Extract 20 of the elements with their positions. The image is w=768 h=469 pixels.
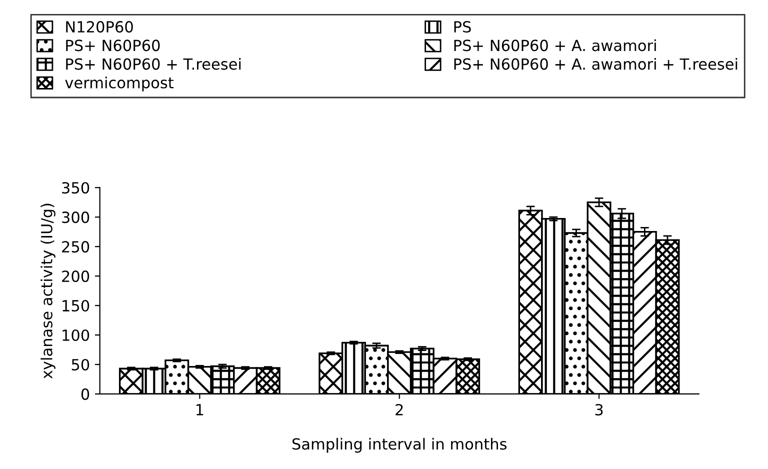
y-tick-label: 350 xyxy=(62,182,90,194)
legend-label: PS+ N60P60 + A. awamori xyxy=(454,39,656,52)
x-tick-label: 3 xyxy=(595,404,603,416)
x-tick-label: 2 xyxy=(396,404,403,416)
legend-label: PS+ N60P60 + T.reesei xyxy=(66,58,241,70)
y-tick-label: 100 xyxy=(62,329,90,342)
y-tick-label: 0 xyxy=(81,388,90,400)
y-tick-label: 250 xyxy=(62,241,90,253)
y-tick-label: 200 xyxy=(62,270,90,282)
legend-label: vermicompost xyxy=(65,76,174,92)
x-tick-label: 1 xyxy=(196,404,204,416)
legend-label: PS+ N60P60 xyxy=(66,40,160,52)
legend-label: PS xyxy=(454,21,471,33)
legend-label: N120P60 xyxy=(66,21,133,33)
y-tick-label: 50 xyxy=(72,358,90,370)
x-axis-title: Sampling interval in months xyxy=(292,438,507,453)
y-tick-label: 150 xyxy=(62,300,90,312)
y-tick-label: 300 xyxy=(62,212,90,224)
legend-label: PS+ N60P60 + A. awamori + T.reesei xyxy=(454,58,738,70)
y-axis-title: xylanase activity (IU/g) xyxy=(40,204,56,379)
